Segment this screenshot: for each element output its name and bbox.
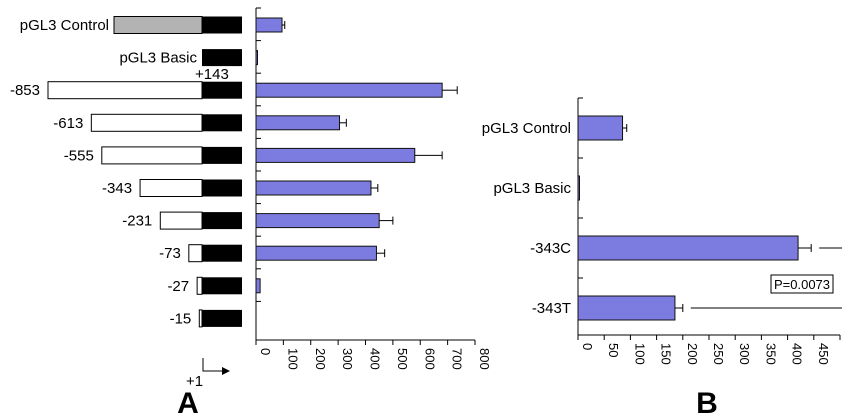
error-bar-343: [370, 184, 379, 192]
category-label: -555: [64, 147, 94, 164]
x-tick-label: 100: [285, 348, 300, 370]
panel-b: 050100150200250300350400450500 pGL3 Cont…: [482, 97, 843, 417]
error-bar-853: [442, 86, 458, 95]
error-bar-555: [414, 151, 443, 160]
panel-a-bars: [255, 17, 458, 294]
x-tick-label: 0: [258, 348, 273, 355]
error-bar-73: [376, 249, 386, 258]
construct-15: -15: [170, 309, 242, 328]
annotation-plus-1: +1: [186, 373, 203, 390]
error-bar-613: [339, 118, 347, 127]
bar-343t: [577, 295, 676, 321]
bar-343c: [577, 235, 799, 261]
promoter-region: [196, 276, 203, 295]
exon-region: [202, 81, 242, 99]
x-tick-label: 200: [313, 348, 328, 370]
category-label: -853: [10, 82, 40, 99]
error-bar-343c: [798, 244, 812, 252]
p-value-label: P=0.0073: [774, 277, 830, 292]
promoter-region: [198, 309, 203, 328]
bar-pgl3-basic: [577, 175, 580, 201]
p-value-box: P=0.0073: [770, 274, 834, 294]
transcription-start-arrow: [202, 358, 230, 375]
x-tick-label: 100: [632, 343, 647, 365]
error-bar-231: [379, 216, 394, 225]
x-tick-label: 50: [606, 343, 621, 357]
exon-region: [202, 309, 242, 327]
category-label: pGL3 Control: [20, 17, 109, 34]
x-tick-label: 200: [685, 343, 700, 365]
category-label: -343: [102, 180, 132, 197]
x-tick-label: 800: [477, 348, 492, 370]
exon-region: [202, 212, 242, 230]
construct-853: -853: [10, 81, 242, 100]
promoter-region: [101, 146, 203, 165]
category-label: -73: [159, 245, 181, 262]
construct-pgl3-basic: pGL3 Basic: [119, 49, 242, 67]
construct-231: -231: [122, 211, 242, 230]
construct-pgl3-control: pGL3 Control: [20, 16, 242, 34]
x-tick-label: 450: [816, 343, 831, 365]
bar-27: [255, 278, 261, 294]
error-bar-pgl3-control: [282, 21, 286, 29]
category-label: -231: [122, 213, 152, 230]
bar-73: [255, 245, 377, 261]
exon-region: [202, 244, 242, 262]
promoter-region: [159, 211, 203, 230]
bar-pgl3-control: [255, 17, 283, 33]
error-bar-343t: [674, 304, 684, 312]
x-tick-label: 300: [737, 343, 752, 365]
x-tick-label: 600: [422, 348, 437, 370]
promoter-region: [90, 113, 203, 132]
promoter-region: [188, 244, 203, 263]
exon-region: [202, 49, 242, 67]
bar-853: [255, 82, 443, 98]
category-label: -27: [167, 278, 189, 295]
error-bar-pgl3-control: [622, 124, 628, 132]
x-tick-label: 700: [450, 348, 465, 370]
category-label: pGL3 Basic: [493, 180, 571, 197]
category-label: -613: [53, 115, 83, 132]
bar-343: [255, 180, 372, 196]
bar-231: [255, 213, 380, 229]
bar-pgl3-control: [577, 115, 624, 141]
exon-region: [202, 277, 242, 295]
panel-a: pGL3 Control pGL3 Basic -853 -613 -555 -343 -2…: [10, 7, 492, 417]
promoter-region: [139, 179, 203, 197]
construct-27: -27: [167, 276, 242, 295]
category-label: pGL3 Basic: [119, 50, 197, 67]
category-label: pGL3 Control: [482, 120, 571, 137]
control-promoter-region: [113, 16, 203, 34]
promoter-region: [47, 81, 203, 100]
bar-555: [255, 147, 416, 163]
construct-555: -555: [64, 146, 242, 165]
exon-region: [202, 114, 242, 132]
promoter-constructs: pGL3 Control pGL3 Basic -853 -613 -555 -343 -2…: [10, 16, 242, 328]
construct-343: -343: [102, 179, 242, 197]
panel-b-bars: pGL3 Control pGL3 Basic -343C -343T: [482, 115, 842, 321]
x-tick-label: 150: [659, 343, 674, 365]
panel-label-a: A: [177, 387, 199, 417]
category-label: -343T: [532, 300, 571, 317]
x-tick-label: 300: [340, 348, 355, 370]
construct-613: -613: [53, 113, 242, 132]
bar-pgl3-basic: [255, 50, 258, 66]
x-tick-label: 400: [790, 343, 805, 365]
x-tick-label: 350: [763, 343, 778, 365]
category-label: -15: [170, 310, 192, 327]
bar-613: [255, 115, 340, 131]
x-tick-label: 250: [711, 343, 726, 365]
x-tick-label: 0: [580, 343, 595, 350]
exon-region: [202, 179, 242, 197]
x-tick-label: 400: [368, 348, 383, 370]
exon-region: [202, 16, 242, 34]
x-tick-label: 500: [395, 348, 410, 370]
annotation-plus-143: +143: [195, 66, 229, 83]
exon-region: [202, 146, 242, 164]
category-label: -343C: [530, 240, 571, 257]
panel-label-b: B: [696, 387, 718, 417]
construct-73: -73: [159, 244, 242, 263]
panel-a-axes: 0 100 200 300 400 500 600 700 800: [255, 7, 492, 370]
